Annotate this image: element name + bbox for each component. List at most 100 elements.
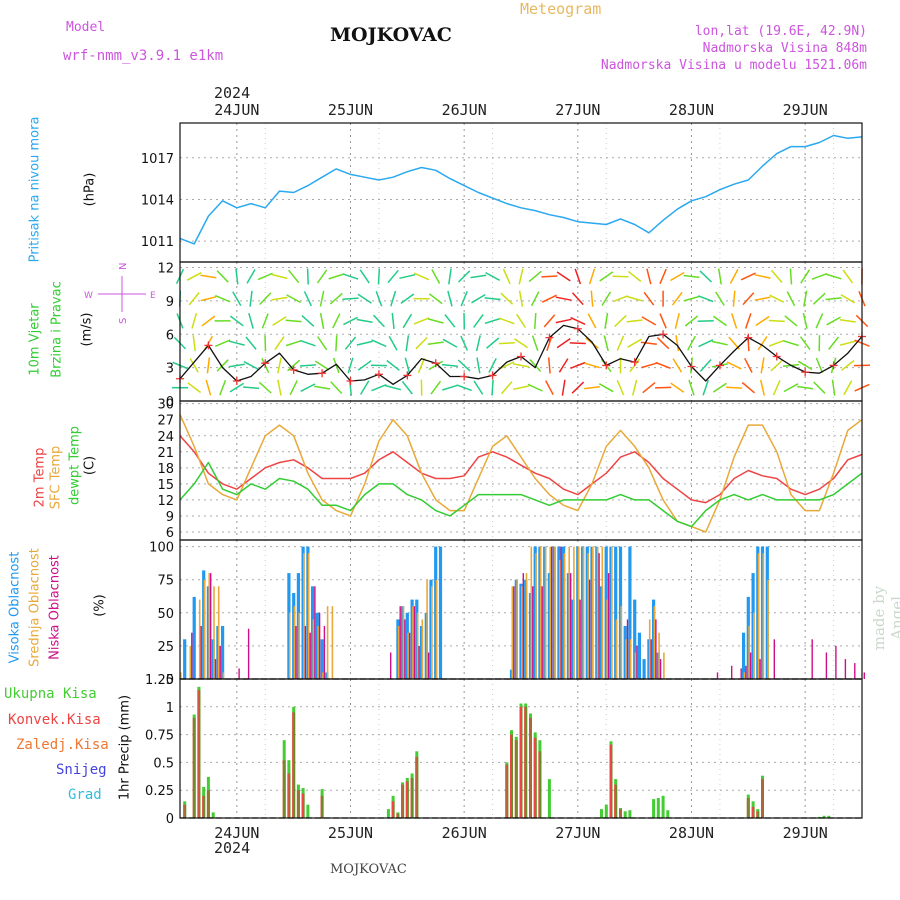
wind-arrow: [219, 379, 227, 396]
wind-arrow: [401, 380, 413, 395]
mid-cloud-bar: [322, 672, 324, 679]
wind-arrow: [842, 269, 854, 284]
wind-arrow: [839, 340, 856, 346]
wind-arrow: [391, 312, 395, 329]
high-cloud-bar: [637, 632, 641, 679]
conv-precip-bar-overlay: [194, 717, 196, 818]
y-tick-label: 30: [157, 398, 174, 413]
mid-cloud-bar: [412, 606, 414, 679]
wind-arrow: [228, 363, 245, 368]
wind-arrow: [232, 291, 242, 306]
conv-precip-bar-overlay: [303, 793, 305, 818]
wind-arrow: [531, 335, 539, 351]
wind-arrow: [527, 383, 543, 392]
total-precip-bar: [666, 810, 670, 818]
y-tick-label: 0: [166, 673, 174, 688]
wind-arrow: [344, 336, 357, 350]
wind-arrow: [825, 297, 842, 301]
low-cloud-bar: [745, 665, 747, 679]
y-tick-label: 0.25: [145, 784, 174, 799]
wind-arrow: [656, 337, 670, 350]
wind-arrow: [442, 384, 458, 391]
y-tick-label: 50: [157, 607, 174, 622]
wind-arrow: [543, 314, 556, 328]
mid-cloud-bar: [189, 645, 192, 679]
temp2m-series-line: [179, 435, 863, 504]
conv-precip-bar-overlay: [397, 813, 400, 818]
wind-arrow: [659, 268, 667, 285]
low-cloud-bar: [304, 626, 307, 679]
total-precip-bar: [656, 798, 660, 818]
low-cloud-bar: [413, 606, 416, 679]
wind-arrow: [612, 275, 629, 278]
conv-precip-bar-overlay: [184, 804, 187, 818]
wind-arrow: [826, 316, 841, 326]
low-cloud-bar: [659, 659, 662, 679]
mid-cloud-bar: [435, 579, 438, 679]
wind-arrow: [342, 297, 359, 301]
conv-precip-bar: [287, 773, 289, 818]
mid-cloud-bar: [222, 672, 225, 679]
high-cloud-bar: [642, 659, 646, 679]
low-cloud-bar: [323, 626, 326, 679]
low-cloud-bar: [210, 573, 212, 679]
y-tick-label: 100: [149, 541, 174, 556]
low-cloud-bar: [295, 626, 297, 679]
wind-arrow: [643, 291, 655, 306]
wind-arrow: [529, 358, 542, 372]
wind-arrow: [388, 335, 398, 351]
total-precip-bar: [604, 804, 608, 818]
legend-frz-precip: Zaledj.Kisa: [16, 737, 109, 753]
conv-precip-bar: [756, 811, 758, 818]
wind-arrow: [442, 338, 458, 348]
wind-arrow: [732, 290, 736, 307]
wind-arrow: [755, 315, 770, 327]
wind-arrow: [189, 358, 199, 373]
mid-cloud-bar: [582, 546, 585, 679]
wind-arrow: [332, 357, 340, 374]
wind-arrow: [371, 339, 387, 348]
wind-arrow: [259, 292, 272, 306]
wind-arrow: [387, 269, 399, 284]
mid-cloud-bar: [198, 599, 201, 679]
wind-arrow: [699, 270, 713, 283]
wind-arrow: [530, 291, 540, 307]
total-precip-bar: [306, 804, 310, 818]
mid-cloud-bar: [397, 626, 400, 679]
mid-cloud-bar: [629, 639, 632, 679]
mid-cloud-bar: [535, 553, 537, 679]
wind-arrow: [485, 271, 500, 281]
wind-arrow: [697, 295, 714, 303]
wind-arrow: [200, 296, 217, 302]
mid-cloud-bar: [573, 546, 575, 679]
y-tick-label: 1: [166, 701, 174, 716]
conv-precip-bar-overlay: [525, 706, 528, 818]
y-tick-label: 9: [166, 510, 174, 525]
wind-arrow: [216, 270, 229, 283]
wind-arrow: [828, 336, 840, 350]
wind-arrow: [744, 357, 753, 373]
mid-cloud-bar: [525, 573, 528, 679]
mid-cloud-bar: [634, 652, 637, 679]
wind-arrow: [235, 268, 239, 285]
footer-station: MOJKOVAC: [330, 862, 407, 877]
x-tick-label-top: 27JUN: [555, 101, 600, 119]
y-tick-label: 12: [157, 494, 174, 509]
wind-arrow: [261, 313, 269, 329]
x-tick-label-top: 24JUN: [214, 101, 259, 119]
y-tick-label: 27: [157, 414, 174, 429]
wind-arrow: [271, 273, 288, 280]
wind-arrow: [770, 269, 783, 283]
wind-arrow: [786, 291, 796, 307]
x-tick-label-top: 28JUN: [669, 101, 714, 119]
conv-precip-bar-overlay: [748, 798, 750, 818]
wind-gust-marker: [289, 365, 298, 374]
y-tick-label: 24: [157, 430, 174, 445]
mid-cloud-bar: [549, 546, 551, 679]
wind-arrow: [243, 361, 259, 370]
wind-arrow: [555, 296, 572, 301]
wind-arrow: [697, 319, 714, 322]
wind-arrow: [359, 380, 370, 395]
wind-arrow: [717, 268, 722, 285]
